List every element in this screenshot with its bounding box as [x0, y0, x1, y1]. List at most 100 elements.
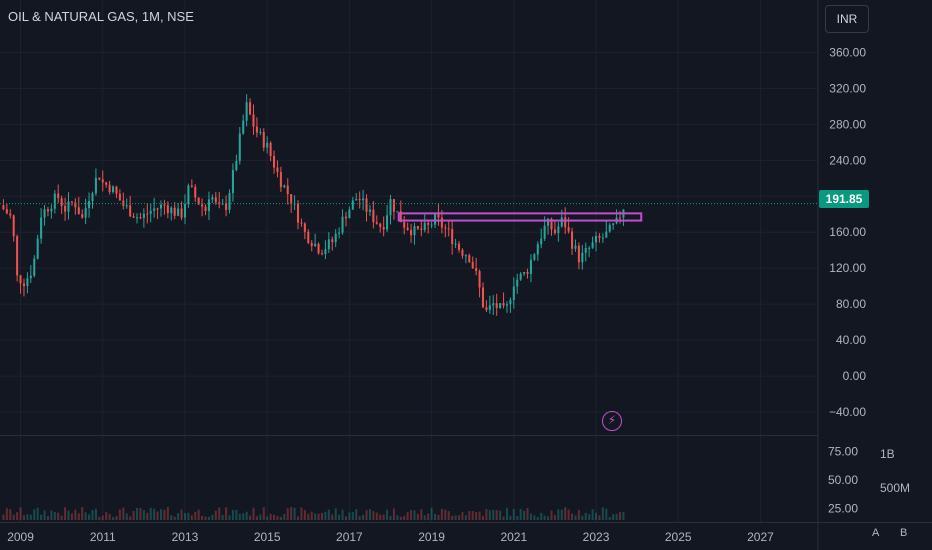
candle-body — [519, 273, 522, 280]
time-tick-label: 2025 — [665, 530, 692, 544]
volume-axis[interactable]: 75.00 50.00 25.00 1B 500M — [828, 444, 910, 515]
log-scale-button[interactable]: B — [900, 527, 908, 539]
candle-body — [485, 307, 488, 310]
lightning-icon[interactable]: ⚡ — [602, 411, 622, 431]
candle-body — [194, 186, 197, 198]
volume-bar — [416, 513, 419, 520]
candle-body — [290, 194, 293, 204]
candle-body — [314, 243, 317, 247]
candle-body — [238, 133, 241, 161]
volume-bar — [471, 510, 474, 520]
candle-body — [108, 184, 111, 193]
candle-body — [129, 205, 132, 217]
candle-body — [197, 197, 200, 205]
candle-body — [331, 239, 334, 243]
candle-body — [567, 227, 570, 232]
candle-body — [70, 201, 73, 203]
candle-body — [492, 303, 495, 306]
volume-bar — [338, 514, 341, 520]
candle-body — [118, 193, 121, 201]
volume-bar — [40, 514, 43, 520]
volume-scale-label: 1B — [880, 447, 895, 461]
candle-body — [207, 199, 210, 211]
candle-body — [327, 239, 330, 250]
candle-body — [595, 235, 598, 243]
volume-bar — [595, 512, 598, 520]
volume-tick-label: 50.00 — [828, 473, 858, 487]
volume-bar — [183, 513, 187, 520]
candle-body — [533, 254, 536, 260]
volume-bar — [392, 508, 395, 520]
volume-bar — [519, 508, 522, 520]
volume-bar — [403, 515, 406, 520]
candle-body — [22, 283, 26, 287]
volume-bar — [618, 512, 622, 520]
candle-body — [166, 205, 169, 214]
candle-body — [91, 193, 94, 202]
volume-bar — [197, 509, 200, 520]
resistance-zone[interactable] — [397, 212, 643, 222]
volume-bar — [434, 513, 437, 520]
candle-body — [475, 268, 478, 272]
candle-body — [581, 252, 584, 263]
candle-body — [468, 255, 471, 262]
time-axis[interactable]: 2009 2011 2013 2015 2017 2019 2021 2023 2025 2027 — [7, 530, 774, 544]
candle-body — [153, 208, 156, 211]
candle-body — [149, 210, 152, 214]
volume-bar — [437, 514, 440, 520]
candle-body — [547, 218, 550, 226]
candle-body — [43, 209, 46, 218]
candle-body — [447, 228, 450, 230]
volume-bar — [327, 509, 330, 520]
last-price-tag: 191.85 — [819, 190, 869, 208]
candle-body — [170, 207, 173, 214]
candle-body — [303, 223, 306, 232]
currency-button[interactable]: INR — [825, 5, 869, 33]
volume-bar — [2, 514, 5, 520]
candle-body — [399, 211, 402, 223]
time-tick-label: 2009 — [7, 530, 34, 544]
auto-scale-button[interactable]: A — [872, 527, 880, 539]
candle-body — [57, 193, 60, 199]
volume-bar — [605, 508, 608, 520]
volume-bar — [249, 515, 252, 520]
candle-body — [132, 216, 135, 218]
volume-bar — [112, 516, 115, 520]
candle-body — [344, 216, 347, 219]
price-tick-label: 40.00 — [836, 333, 866, 347]
volume-bar — [105, 512, 108, 520]
volume-bar — [475, 511, 478, 520]
candle-body — [382, 227, 385, 230]
candle-body — [12, 215, 15, 237]
price-axis[interactable]: 360.00320.00280.00240.00200.00160.00120.… — [829, 45, 866, 419]
candle-body — [413, 226, 416, 236]
candle-body — [553, 229, 556, 234]
volume-bar — [204, 516, 207, 520]
volume-bar — [536, 516, 539, 520]
candle-body — [276, 167, 279, 172]
price-tick-label: 0.00 — [843, 369, 867, 383]
volume-bar — [529, 513, 532, 520]
volume-bar — [60, 515, 63, 520]
candle-body — [372, 209, 375, 223]
volume-bar — [413, 510, 416, 520]
candle-body — [283, 185, 286, 188]
candle-body — [386, 215, 389, 230]
candle-body — [461, 249, 464, 256]
candle-body — [502, 303, 505, 306]
volume-bar — [163, 509, 166, 520]
volume-bar — [108, 514, 111, 520]
candle-body — [577, 245, 580, 263]
volume-bar — [53, 512, 56, 520]
volume-bar — [283, 513, 286, 520]
volume-bar — [259, 514, 262, 520]
volume-bar — [64, 507, 67, 520]
candle-body — [259, 131, 262, 133]
volume-bar — [173, 516, 176, 520]
volume-bar — [410, 510, 413, 520]
candle-body — [375, 222, 378, 224]
candle-body — [60, 198, 63, 207]
price-tick-label: 320.00 — [829, 81, 866, 95]
volume-bar — [225, 507, 228, 520]
